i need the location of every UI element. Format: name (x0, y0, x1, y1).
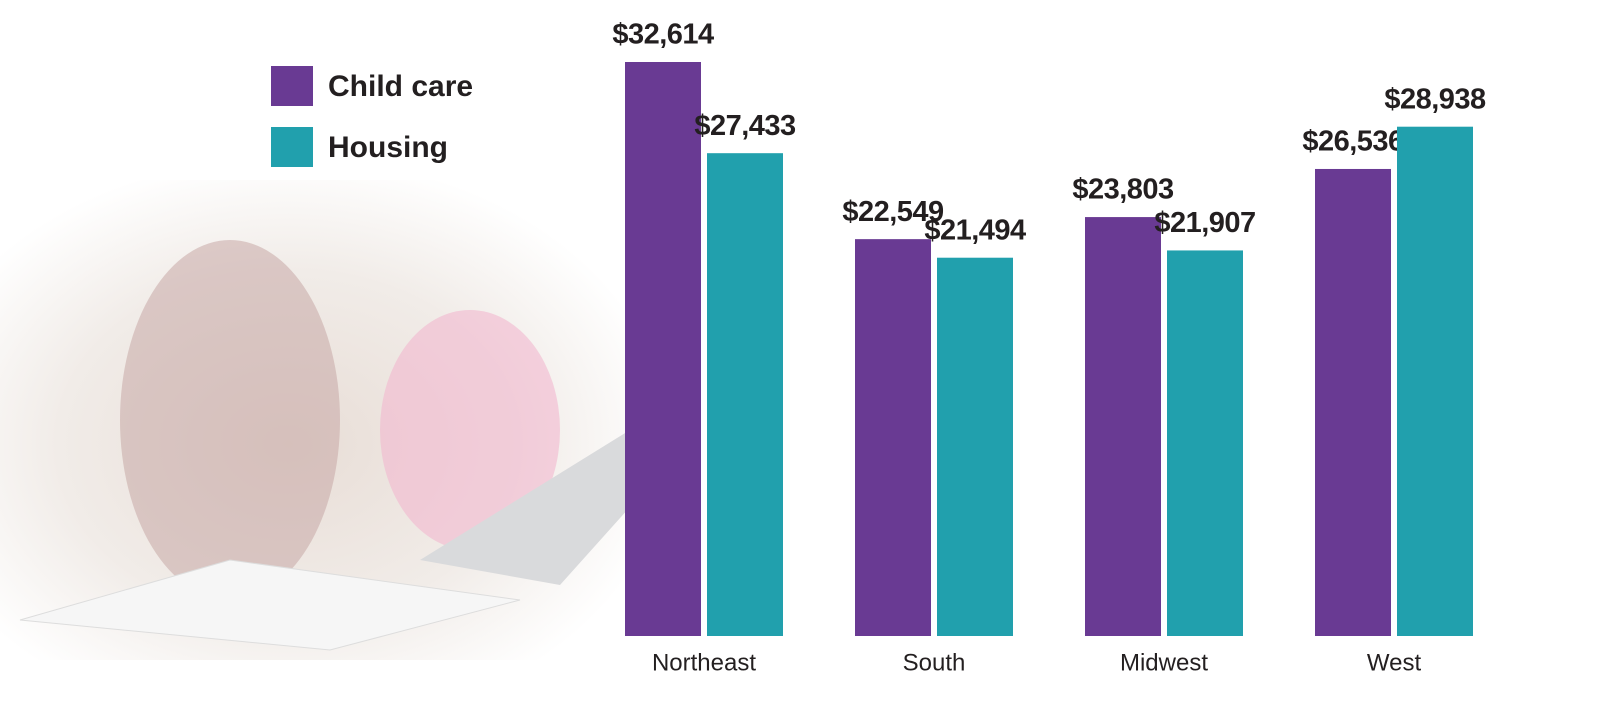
legend-swatch (271, 127, 313, 167)
value-label: $22,549 (842, 196, 944, 228)
value-label: $21,907 (1154, 207, 1255, 239)
bar (1085, 217, 1161, 636)
legend-label: Housing (328, 131, 448, 164)
x-tick-label: South (903, 649, 966, 676)
bar (937, 257, 1013, 636)
value-label: $21,494 (924, 214, 1026, 246)
bar (1167, 250, 1243, 636)
value-label: $32,614 (612, 19, 714, 51)
value-label: $28,938 (1384, 83, 1486, 115)
bar (855, 239, 931, 636)
legend-swatch (271, 66, 313, 106)
legend-label: Child care (328, 70, 473, 103)
bar (707, 153, 783, 637)
bar (1397, 126, 1473, 637)
bar (1315, 168, 1391, 636)
value-label: $23,803 (1072, 174, 1174, 206)
value-label: $26,536 (1302, 126, 1404, 158)
x-tick-label: Northeast (652, 649, 756, 676)
x-tick-label: Midwest (1120, 649, 1208, 676)
bar (625, 62, 701, 636)
photo (0, 180, 690, 660)
x-tick-label: West (1367, 649, 1422, 676)
value-label: $27,433 (694, 110, 796, 142)
